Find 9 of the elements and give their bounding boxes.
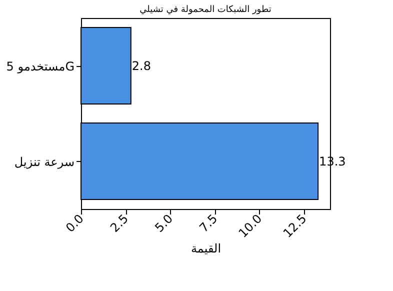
x-tick-label: 5.0 <box>152 212 176 235</box>
y-tick-label: مستخدمو 5G <box>6 59 74 74</box>
x-tick-label: 2.5 <box>108 212 132 235</box>
y-tick-label: سرعة تنزيل <box>14 154 74 169</box>
chart-title: تطور الشبكات المحمولة في تشيلي <box>140 5 272 15</box>
x-tick-label: 7.5 <box>196 212 220 235</box>
data-label: 2.8 <box>132 58 151 73</box>
x-axis-title: القيمة <box>190 242 222 256</box>
x-tick-label: 0.0 <box>63 212 86 235</box>
